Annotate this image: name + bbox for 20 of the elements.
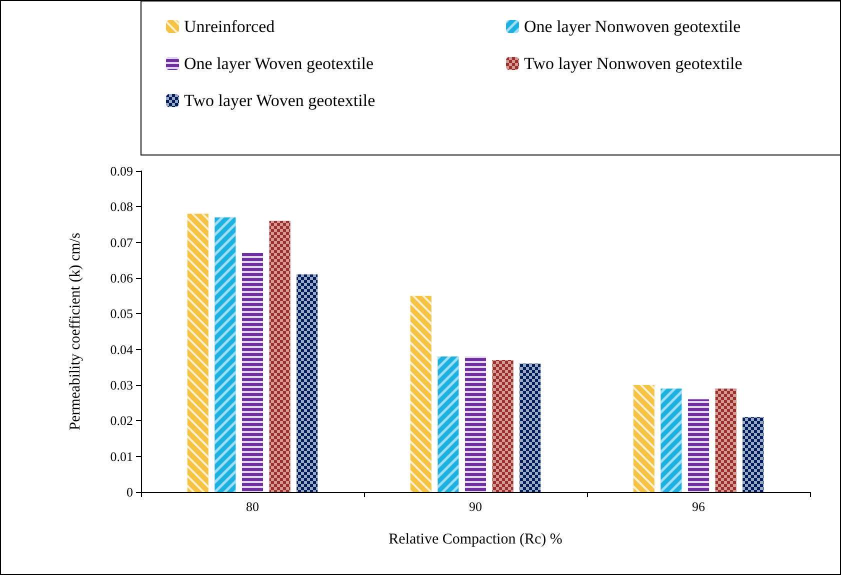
legend-label: One layer Woven geotextile — [184, 54, 374, 73]
x-tick-label: 96 — [692, 499, 706, 514]
y-tick-label: 0 — [126, 484, 133, 500]
legend-label: Unreinforced — [184, 17, 276, 36]
legend-label: Two layer Woven geotextile — [184, 91, 376, 110]
y-tick-label: 0.05 — [110, 306, 133, 322]
y-tick-label: 0.06 — [110, 270, 134, 286]
x-tick-label: 90 — [469, 499, 482, 514]
y-tick-label: 0.09 — [110, 164, 133, 178]
legend-label: Two layer Nonwoven geotextile — [524, 54, 742, 73]
x-tick-label: 80 — [246, 499, 259, 514]
y-tick-label: 0.03 — [110, 378, 133, 392]
y-tick-label: 0.04 — [110, 342, 134, 357]
y-tick-label: 0.01 — [110, 448, 133, 464]
y-tick-label: 0.07 — [110, 234, 134, 250]
y-tick-label: 0.08 — [110, 199, 133, 214]
x-axis-title: Relative Compaction (Rc) % — [388, 532, 562, 548]
y-axis-title: Permeability coefficient (k) cm/s — [68, 232, 84, 430]
y-tick-label: 0.02 — [110, 413, 133, 428]
legend-label: One layer Nonwoven geotextile — [524, 17, 741, 36]
